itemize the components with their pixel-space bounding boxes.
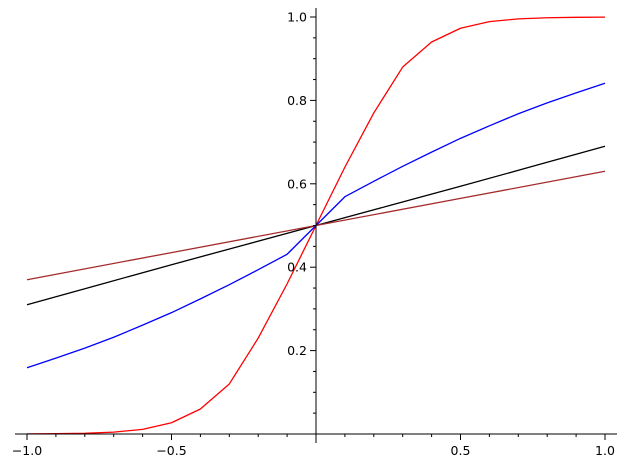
y-tick-label: 0.4 (287, 260, 307, 275)
y-tick-label: 0.8 (287, 93, 307, 108)
ticks-layer: −1.0 −0.5 0.5 1.0 0.2 0.4 0.6 0.8 1.0 (12, 10, 615, 459)
x-tick-label: −1.0 (12, 443, 42, 458)
x-tick-label: −0.5 (156, 443, 186, 458)
y-tick-label: 0.6 (287, 176, 307, 191)
x-tick-label: 1.0 (595, 443, 615, 458)
y-tick-label: 0.2 (287, 343, 307, 358)
axes-layer (15, 8, 617, 443)
y-tick-label: 1.0 (287, 10, 307, 25)
x-tick-label: 0.5 (451, 443, 471, 458)
